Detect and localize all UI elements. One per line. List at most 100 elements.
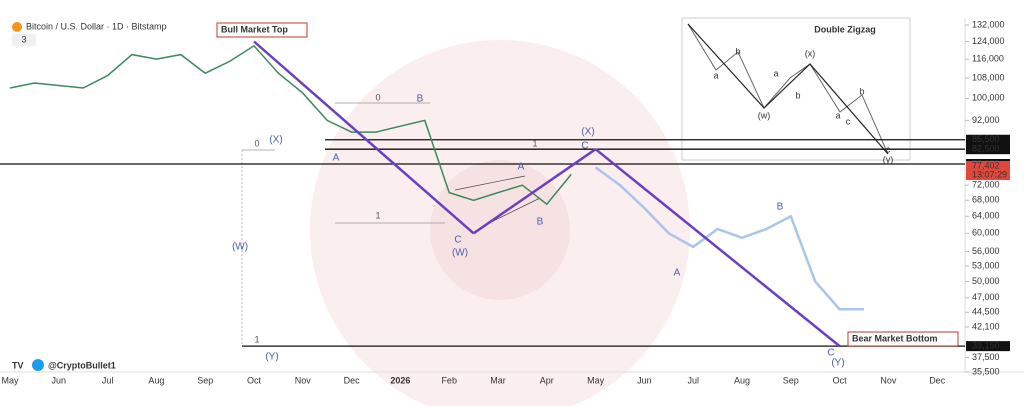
- y-tick-label: 108,000: [972, 72, 1005, 82]
- y-tick-label: 60,000: [972, 228, 1000, 238]
- y-tick-label: 47,000: [972, 292, 1000, 302]
- y-tick-label: 132,000: [972, 19, 1005, 29]
- y-tick-label: 68,000: [972, 195, 1000, 205]
- wave-label: (W): [452, 248, 468, 259]
- indicator-badge: [12, 34, 36, 46]
- price-label: 82,500: [972, 144, 1000, 154]
- x-tick-label: Oct: [247, 375, 262, 385]
- x-tick-label: Nov: [880, 375, 897, 385]
- wave-label: (Y): [265, 352, 278, 363]
- x-tick-label: Sep: [783, 375, 799, 385]
- wave-label: A: [333, 153, 340, 164]
- annotation-box: [216, 22, 308, 38]
- inset-label: c: [846, 116, 851, 126]
- fib-label: 1: [375, 210, 380, 220]
- inset-label: (w): [758, 110, 771, 120]
- trend-line: [454, 175, 526, 191]
- price-line-series: [594, 166, 864, 311]
- price-label-box: [966, 134, 1010, 145]
- price-label: 85,500: [972, 134, 1000, 144]
- inset-label: c: [886, 144, 891, 154]
- fib-label: 0: [254, 138, 259, 148]
- twitter-icon: [32, 359, 44, 371]
- wave-label: (Y): [831, 358, 844, 369]
- y-tick-label: 72,000: [972, 180, 1000, 190]
- wave-label: C: [454, 235, 461, 246]
- x-tick-label: Feb: [441, 375, 457, 385]
- x-tick-label: May: [1, 375, 19, 385]
- inset-label: a: [713, 70, 718, 80]
- inset-zigzag: [687, 23, 889, 155]
- wave-label: (X): [269, 135, 282, 146]
- fib-label: 0: [375, 92, 380, 102]
- tv-logo: TV: [12, 360, 24, 370]
- price-label-box: [966, 341, 1010, 352]
- y-tick-label: 56,000: [972, 246, 1000, 256]
- y-tick-label: 100,000: [972, 93, 1005, 103]
- y-tick-label: 42,100: [972, 321, 1000, 331]
- inset-label: b: [859, 86, 864, 96]
- wave-label: (W): [232, 242, 248, 253]
- inset-title: Double Zigzag: [814, 24, 876, 34]
- x-tick-label: Oct: [833, 375, 848, 385]
- current-price-box: [966, 161, 1010, 181]
- x-tick-label: 2026: [390, 375, 410, 385]
- y-tick-label: 35,500: [972, 366, 1000, 376]
- wave-segment: [253, 40, 475, 235]
- y-tick-label: 116,000: [972, 54, 1004, 64]
- annotation-box: [847, 331, 959, 347]
- x-tick-label: May: [587, 375, 605, 385]
- y-tick-label: 37,500: [972, 352, 1000, 362]
- wave-label: (X): [581, 127, 594, 138]
- wave-label: A: [674, 268, 681, 279]
- symbol-title: Bitcoin / U.S. Dollar · 1D · Bitstamp: [26, 21, 167, 31]
- coin-icon: [12, 22, 22, 32]
- wave-segment: [472, 148, 597, 235]
- inset-label: b: [735, 46, 740, 56]
- wave-segment: [594, 148, 841, 348]
- price-label-box: [966, 144, 1010, 155]
- y-tick-label: 92,000: [972, 115, 1000, 125]
- y-tick-label: 124,000: [972, 36, 1005, 46]
- inset-label: b: [795, 90, 800, 100]
- y-tick-label: 44,500: [972, 307, 1000, 317]
- x-tick-label: Sep: [197, 375, 213, 385]
- x-tick-label: Jun: [52, 375, 67, 385]
- inset-label: (x): [805, 48, 816, 58]
- indicator-count: 3: [21, 34, 26, 44]
- inset-label: a: [835, 110, 840, 120]
- price-label: 39,150: [972, 341, 1000, 351]
- wave-label: C: [827, 348, 834, 359]
- y-tick-label: 53,000: [972, 260, 1000, 270]
- y-tick-label: 64,000: [972, 211, 1000, 221]
- wave-label: B: [537, 217, 544, 228]
- annotation: Bear Market Bottom: [852, 333, 938, 343]
- fib-label: 1: [532, 138, 537, 148]
- x-tick-label: Jul: [687, 375, 699, 385]
- wave-label: B: [417, 94, 424, 105]
- fib-label: 1: [254, 334, 259, 344]
- author: @CryptoBullet1: [48, 360, 116, 370]
- x-tick-label: Jun: [637, 375, 652, 385]
- x-tick-label: Apr: [540, 375, 554, 385]
- x-tick-label: Jul: [102, 375, 114, 385]
- inset-zigzag: [687, 23, 889, 155]
- wave-label: B: [777, 202, 784, 213]
- y-tick-label: 50,000: [972, 276, 1000, 286]
- annotation: Bull Market Top: [221, 24, 288, 34]
- wave-label: C: [581, 141, 588, 152]
- x-tick-label: Aug: [148, 375, 164, 385]
- price-line-series: [9, 44, 572, 206]
- x-tick-label: Mar: [490, 375, 506, 385]
- x-tick-label: Aug: [734, 375, 750, 385]
- x-tick-label: Dec: [344, 375, 361, 385]
- inset-box: [681, 17, 911, 161]
- countdown: 13:07:29: [972, 169, 1007, 179]
- inset-label: a: [773, 68, 778, 78]
- inset-label: (y): [883, 154, 894, 164]
- wave-label: A: [518, 162, 525, 173]
- current-price-label: 77,402: [972, 160, 1000, 170]
- x-tick-label: Dec: [929, 375, 946, 385]
- x-tick-label: Nov: [295, 375, 312, 385]
